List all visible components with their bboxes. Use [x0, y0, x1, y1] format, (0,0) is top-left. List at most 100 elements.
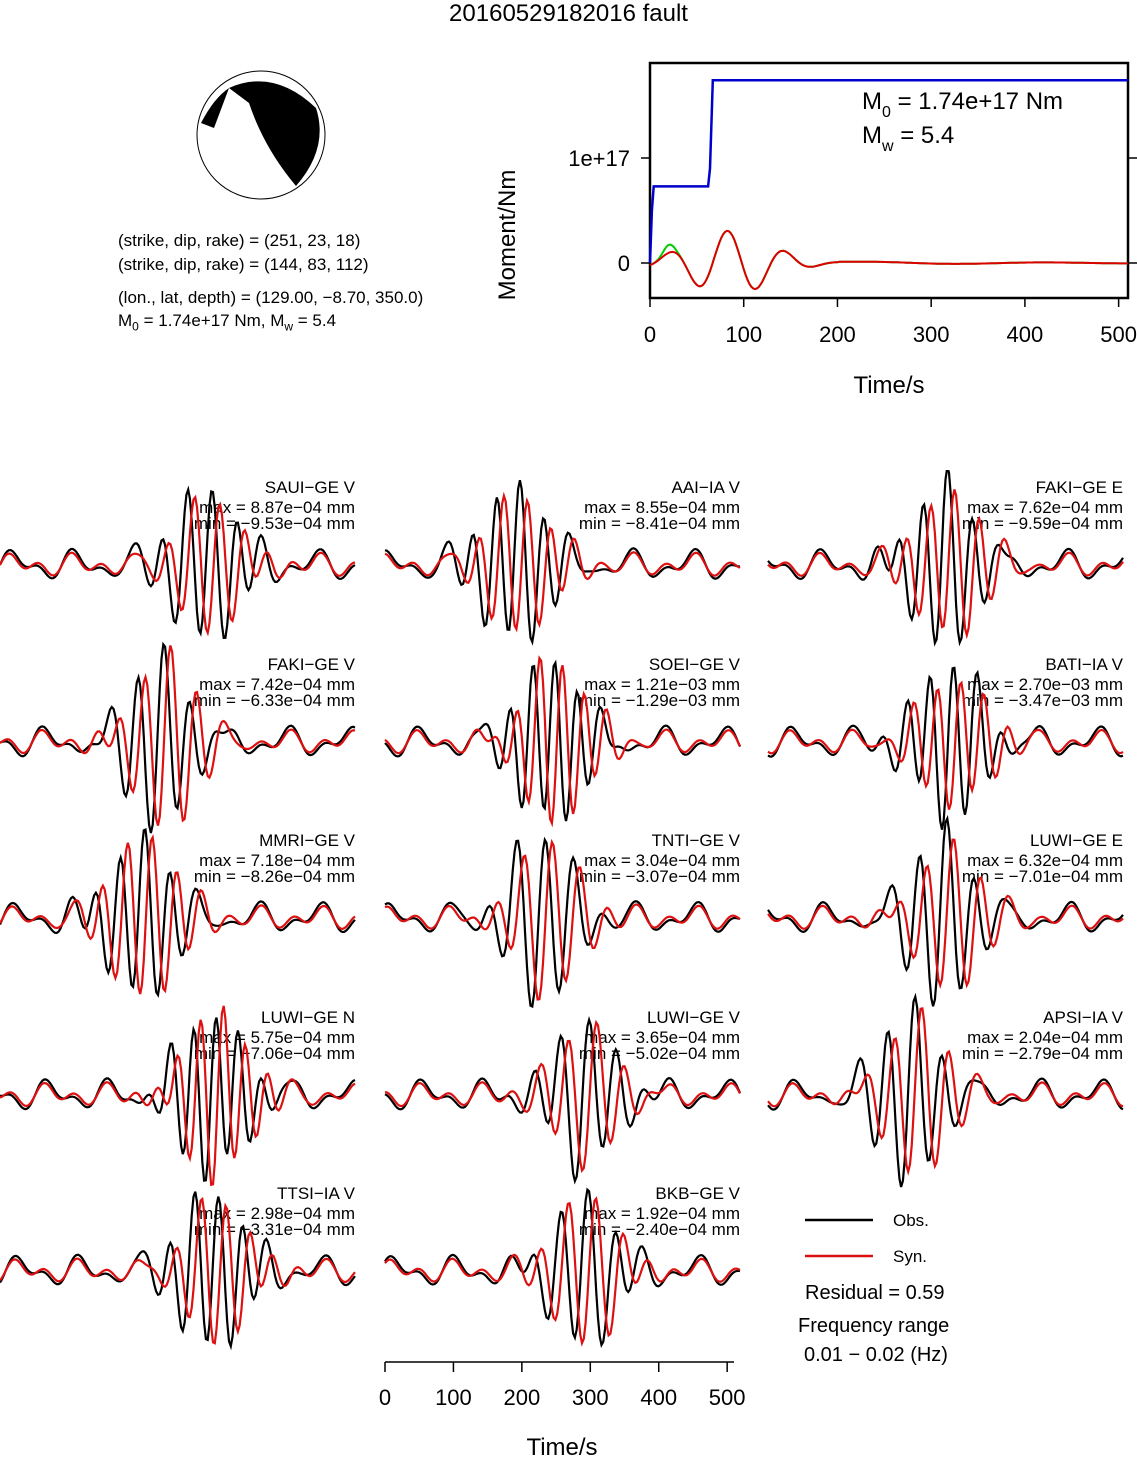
synthetic-waveform — [384, 491, 741, 633]
synthetic-waveform — [0, 1196, 356, 1345]
observed-waveform — [0, 1191, 356, 1351]
moment-m0-label: M0 = 1.74e+17 Nm — [862, 88, 1063, 121]
frequency-range-value: 0.01 − 0.02 (Hz) — [804, 1344, 948, 1366]
station-name: BKB−GE V — [655, 1184, 740, 1203]
observed-waveform — [767, 814, 1124, 1007]
moment-mw-label: Mw = 5.4 — [862, 122, 954, 155]
moment-xtick-label: 400 — [1007, 322, 1044, 347]
time-axis-tick-label: 200 — [504, 1385, 541, 1410]
station-min: min = −6.33e−04 mm — [194, 691, 355, 710]
station-max: max = 1.92e−04 mm — [584, 1204, 740, 1223]
beachball-compression-quadrant — [229, 81, 320, 186]
legend-syn-label: Syn. — [893, 1247, 927, 1266]
moment-xtick-label: 300 — [913, 322, 950, 347]
time-axis-tick-label: 300 — [572, 1385, 609, 1410]
station-min: min = −9.59e−04 mm — [962, 514, 1123, 533]
synthetic-waveform — [384, 655, 741, 828]
station-max: max = 3.65e−04 mm — [584, 1028, 740, 1047]
moment-xtick-label: 100 — [725, 322, 762, 347]
station-max: max = 2.70e−03 mm — [967, 675, 1123, 694]
beachball-compression-quadrant-small — [201, 88, 229, 128]
station-min: min = −7.01e−04 mm — [962, 867, 1123, 886]
station-max: max = 8.87e−04 mm — [199, 498, 355, 517]
stf-red-series — [649, 229, 1128, 291]
synthetic-waveform — [767, 838, 1124, 989]
station-max: max = 7.42e−04 mm — [199, 675, 355, 694]
moment-xtick-label: 200 — [819, 322, 856, 347]
station-max: max = 2.04e−04 mm — [967, 1028, 1123, 1047]
station-name: LUWI−GE V — [647, 1008, 741, 1027]
station-name: BATI−IA V — [1045, 655, 1123, 674]
observed-waveform — [767, 470, 1124, 647]
synthetic-waveform — [0, 494, 356, 637]
station-max: max = 3.04e−04 mm — [584, 851, 740, 870]
frequency-range-label: Frequency range — [798, 1315, 949, 1337]
page-title: 20160529182016 fault — [449, 0, 688, 27]
station-max: max = 7.62e−04 mm — [967, 498, 1123, 517]
moment-ytick-label: 1e+17 — [568, 146, 630, 171]
station-name: FAKI−GE V — [268, 655, 356, 674]
synthetic-waveform — [0, 645, 356, 826]
moment-magnitude: M0 = 1.74e+17 Nm, Mw = 5.4 — [118, 311, 337, 334]
station-name: SOEI−GE V — [649, 655, 741, 674]
station-max: max = 6.32e−04 mm — [967, 851, 1123, 870]
station-max: max = 2.98e−04 mm — [199, 1204, 355, 1223]
station-max: max = 7.18e−04 mm — [199, 851, 355, 870]
focal-mechanism-beachball — [196, 70, 326, 200]
moment-ylabel: Moment/Nm — [494, 170, 521, 301]
residual-label: Residual = 0.59 — [805, 1282, 945, 1304]
observed-waveform — [767, 666, 1124, 830]
synthetic-waveform — [384, 838, 741, 1001]
synthetic-waveform — [0, 834, 356, 995]
station-min: min = −1.29e−03 mm — [579, 691, 740, 710]
station-name: APSI−IA V — [1043, 1008, 1124, 1027]
station-name: MMRI−GE V — [259, 831, 356, 850]
station-name: LUWI−GE E — [1030, 831, 1123, 850]
waveform-time-axis: 0 100 200 300 400 500 — [379, 1361, 746, 1410]
station-name: TTSI−IA V — [277, 1184, 356, 1203]
station-min: min = −2.40e−04 mm — [579, 1220, 740, 1239]
moment-xlabel: Time/s — [853, 372, 924, 399]
moment-xtick-label: 0 — [644, 322, 656, 347]
station-name: SAUI−GE V — [265, 478, 356, 497]
station-min: min = −3.07e−04 mm — [579, 867, 740, 886]
time-axis-tick-label: 400 — [640, 1385, 677, 1410]
station-max: max = 1.21e−03 mm — [584, 675, 740, 694]
station-name: TNTI−GE V — [652, 831, 741, 850]
station-name: LUWI−GE N — [261, 1008, 355, 1027]
moment-plot-frame — [648, 61, 1130, 300]
station-min: min = −8.26e−04 mm — [194, 867, 355, 886]
nodal-plane-1: (strike, dip, rake) = (251, 23, 18) — [118, 231, 361, 250]
station-min: min = −3.31e−04 mm — [194, 1220, 355, 1239]
nodal-plane-2: (strike, dip, rake) = (144, 83, 112) — [118, 255, 369, 274]
time-axis-tick-label: 0 — [379, 1385, 391, 1410]
synthetic-waveform — [767, 489, 1124, 640]
stf-green-series — [649, 229, 1128, 291]
legend-obs-label: Obs. — [893, 1211, 929, 1230]
observed-waveform — [384, 479, 741, 646]
moment-ytick-label: 0 — [618, 251, 630, 276]
station-min: min = −2.79e−04 mm — [962, 1044, 1123, 1063]
station-name: FAKI−GE E — [1036, 478, 1123, 497]
station-min: min = −8.41e−04 mm — [579, 514, 740, 533]
synthetic-waveform — [767, 680, 1124, 810]
observed-waveform — [0, 641, 356, 834]
synthetic-waveform — [384, 1196, 741, 1347]
synthetic-waveform — [0, 1005, 356, 1187]
station-max: max = 8.55e−04 mm — [584, 498, 740, 517]
station-min: min = −3.47e−03 mm — [962, 691, 1123, 710]
